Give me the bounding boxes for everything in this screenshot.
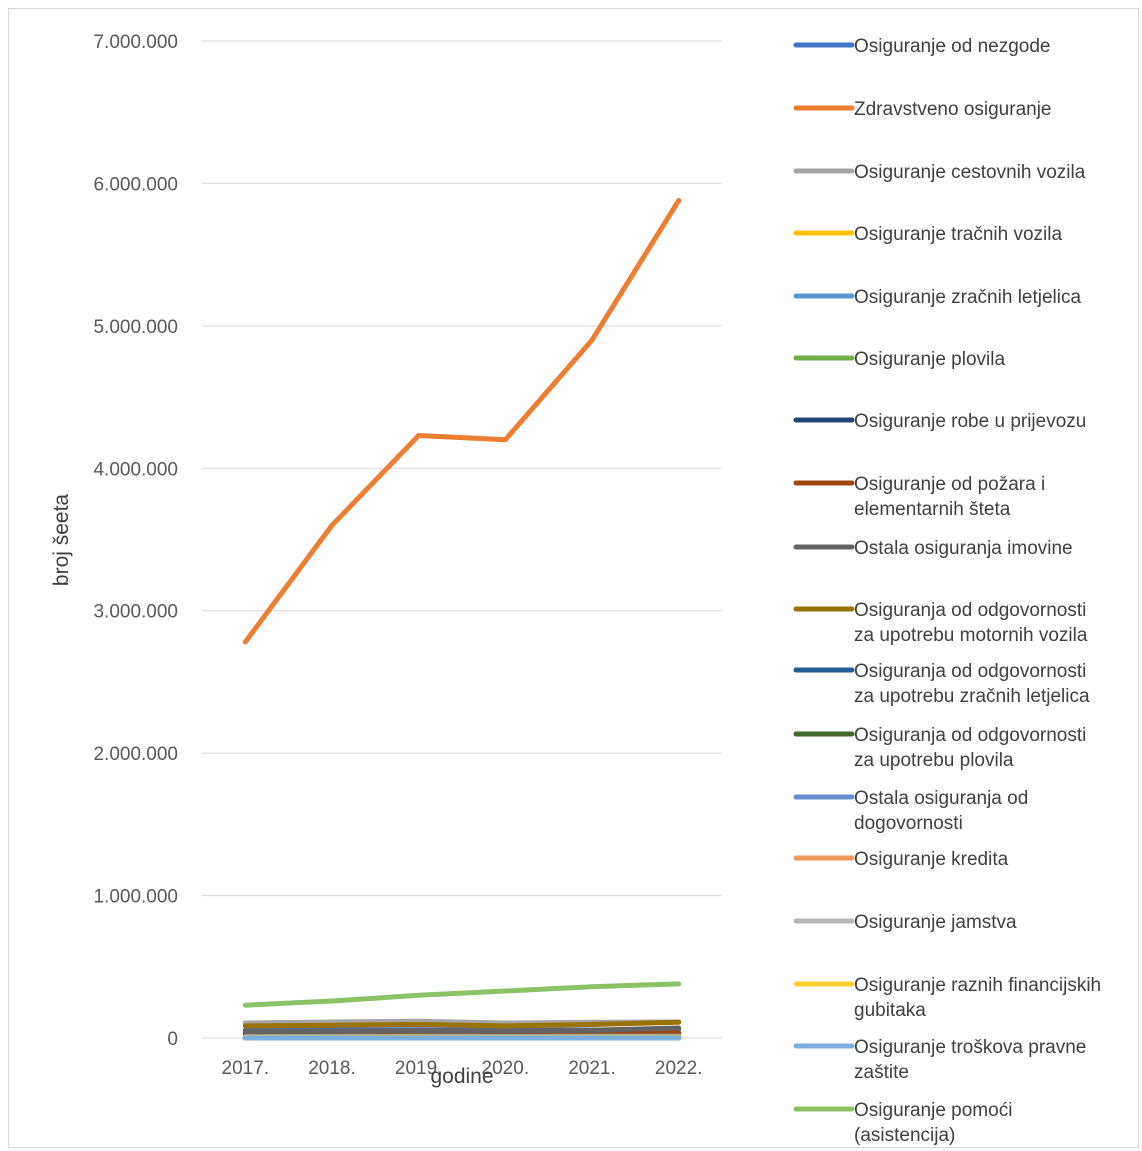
legend-label: Osiguranje plovila bbox=[854, 349, 1005, 370]
x-axis-ticks: 2017. 2018. 2019. 2020. 2021. 2022. bbox=[222, 1058, 703, 1079]
legend-item: Osiguranje kredita bbox=[793, 849, 1009, 870]
legend-label: Ostala osiguranja od dogovornosti bbox=[854, 788, 1028, 834]
legend-label: Zdravstveno osiguranje bbox=[854, 99, 1052, 120]
legend-label: Osiguranja od odgovornosti za upotrebu mo… bbox=[854, 600, 1088, 646]
series-lines bbox=[242, 198, 682, 1041]
legend-item: Osiguranje od nezgode bbox=[793, 36, 1050, 57]
x-tick-label: 2020. bbox=[482, 1058, 530, 1079]
y-tick-label: 1.000.000 bbox=[93, 887, 178, 908]
x-tick-label: 2018. bbox=[308, 1058, 356, 1079]
legend-label: Osiguranja od odgovornosti za upotrebu pl… bbox=[854, 725, 1086, 771]
y-tick-label: 4.000.000 bbox=[93, 459, 178, 480]
x-tick-label: 2017. bbox=[222, 1058, 270, 1079]
legend-label: Osiguranje raznih financijskih gubitaka bbox=[854, 975, 1101, 1021]
legend-item: Osiguranje jamstva bbox=[793, 912, 1017, 933]
x-tick-label: 2021. bbox=[568, 1058, 616, 1079]
legend-item: Osiguranje tračnih vozila bbox=[793, 224, 1062, 245]
legend-label: Ostala osiguranja imovine bbox=[854, 538, 1073, 559]
legend-item: Zdravstveno osiguranje bbox=[793, 99, 1052, 120]
legend-item: Osiguranje cestovnih vozila bbox=[793, 162, 1086, 183]
y-axis-ticks: 0 1.000.000 2.000.000 3.000.000 4.000.000 5.0… bbox=[93, 32, 178, 1050]
legend-label: Osiguranje robe u prijevozu bbox=[854, 411, 1086, 432]
legend-label: Osiguranje kredita bbox=[854, 849, 1009, 870]
y-tick-label: 3.000.000 bbox=[93, 602, 178, 623]
legend-item: Osiguranje plovila bbox=[793, 349, 1005, 370]
legend-item: Osiguranja od odgovornosti za upotrebu mo… bbox=[793, 600, 1088, 646]
y-tick-label: 6.000.000 bbox=[93, 174, 178, 195]
legend-item: Ostala osiguranja imovine bbox=[793, 538, 1073, 559]
legend-label: Osiguranje pomoći (asistencija) bbox=[854, 1100, 1012, 1146]
legend-item: Osiguranje raznih financijskih gubitaka bbox=[793, 975, 1101, 1021]
legend-label: Osiguranje zračnih letjelica bbox=[854, 287, 1081, 308]
x-axis-title: godine bbox=[430, 1065, 493, 1088]
chart-frame bbox=[8, 8, 1139, 1148]
legend-label: Osiguranje od požara i elementarnih šteta bbox=[854, 474, 1045, 520]
legend-label: Osiguranja od odgovornosti za upotrebu zr… bbox=[854, 661, 1090, 707]
y-axis-title: broj šeeta bbox=[50, 494, 73, 587]
legend-item: Osiguranje zračnih letjelica bbox=[793, 287, 1081, 308]
legend: Osiguranje od nezgode Zdravstveno osigura… bbox=[793, 36, 1101, 1146]
legend-label: Osiguranje od nezgode bbox=[854, 36, 1050, 57]
series-line bbox=[242, 981, 682, 1008]
legend-label: Osiguranje cestovnih vozila bbox=[854, 162, 1086, 183]
legend-label: Osiguranje tračnih vozila bbox=[854, 224, 1062, 245]
gridlines bbox=[202, 40, 722, 1039]
y-tick-label: 7.000.000 bbox=[93, 32, 178, 53]
series-line bbox=[242, 198, 682, 645]
legend-item: Osiguranje troškova pravne zaštite bbox=[793, 1037, 1086, 1083]
y-tick-label: 0 bbox=[167, 1029, 178, 1050]
legend-label: Osiguranje jamstva bbox=[854, 912, 1017, 933]
legend-item: Osiguranja od odgovornosti za upotrebu zr… bbox=[793, 661, 1090, 707]
legend-label: Osiguranje troškova pravne zaštite bbox=[854, 1037, 1086, 1083]
legend-item: Ostala osiguranja od dogovornosti bbox=[793, 788, 1028, 834]
legend-item: Osiguranje od požara i elementarnih šteta bbox=[793, 474, 1045, 520]
x-tick-label: 2022. bbox=[655, 1058, 703, 1079]
legend-item: Osiguranje robe u prijevozu bbox=[793, 411, 1086, 432]
y-tick-label: 5.000.000 bbox=[93, 317, 178, 338]
y-tick-label: 2.000.000 bbox=[93, 744, 178, 765]
series-line bbox=[242, 1025, 682, 1035]
series-line bbox=[242, 1019, 682, 1029]
legend-item: Osiguranja od odgovornosti za upotrebu pl… bbox=[793, 725, 1086, 771]
x-tick-label: 2019. bbox=[395, 1058, 443, 1079]
legend-item: Osiguranje pomoći (asistencija) bbox=[793, 1100, 1012, 1146]
